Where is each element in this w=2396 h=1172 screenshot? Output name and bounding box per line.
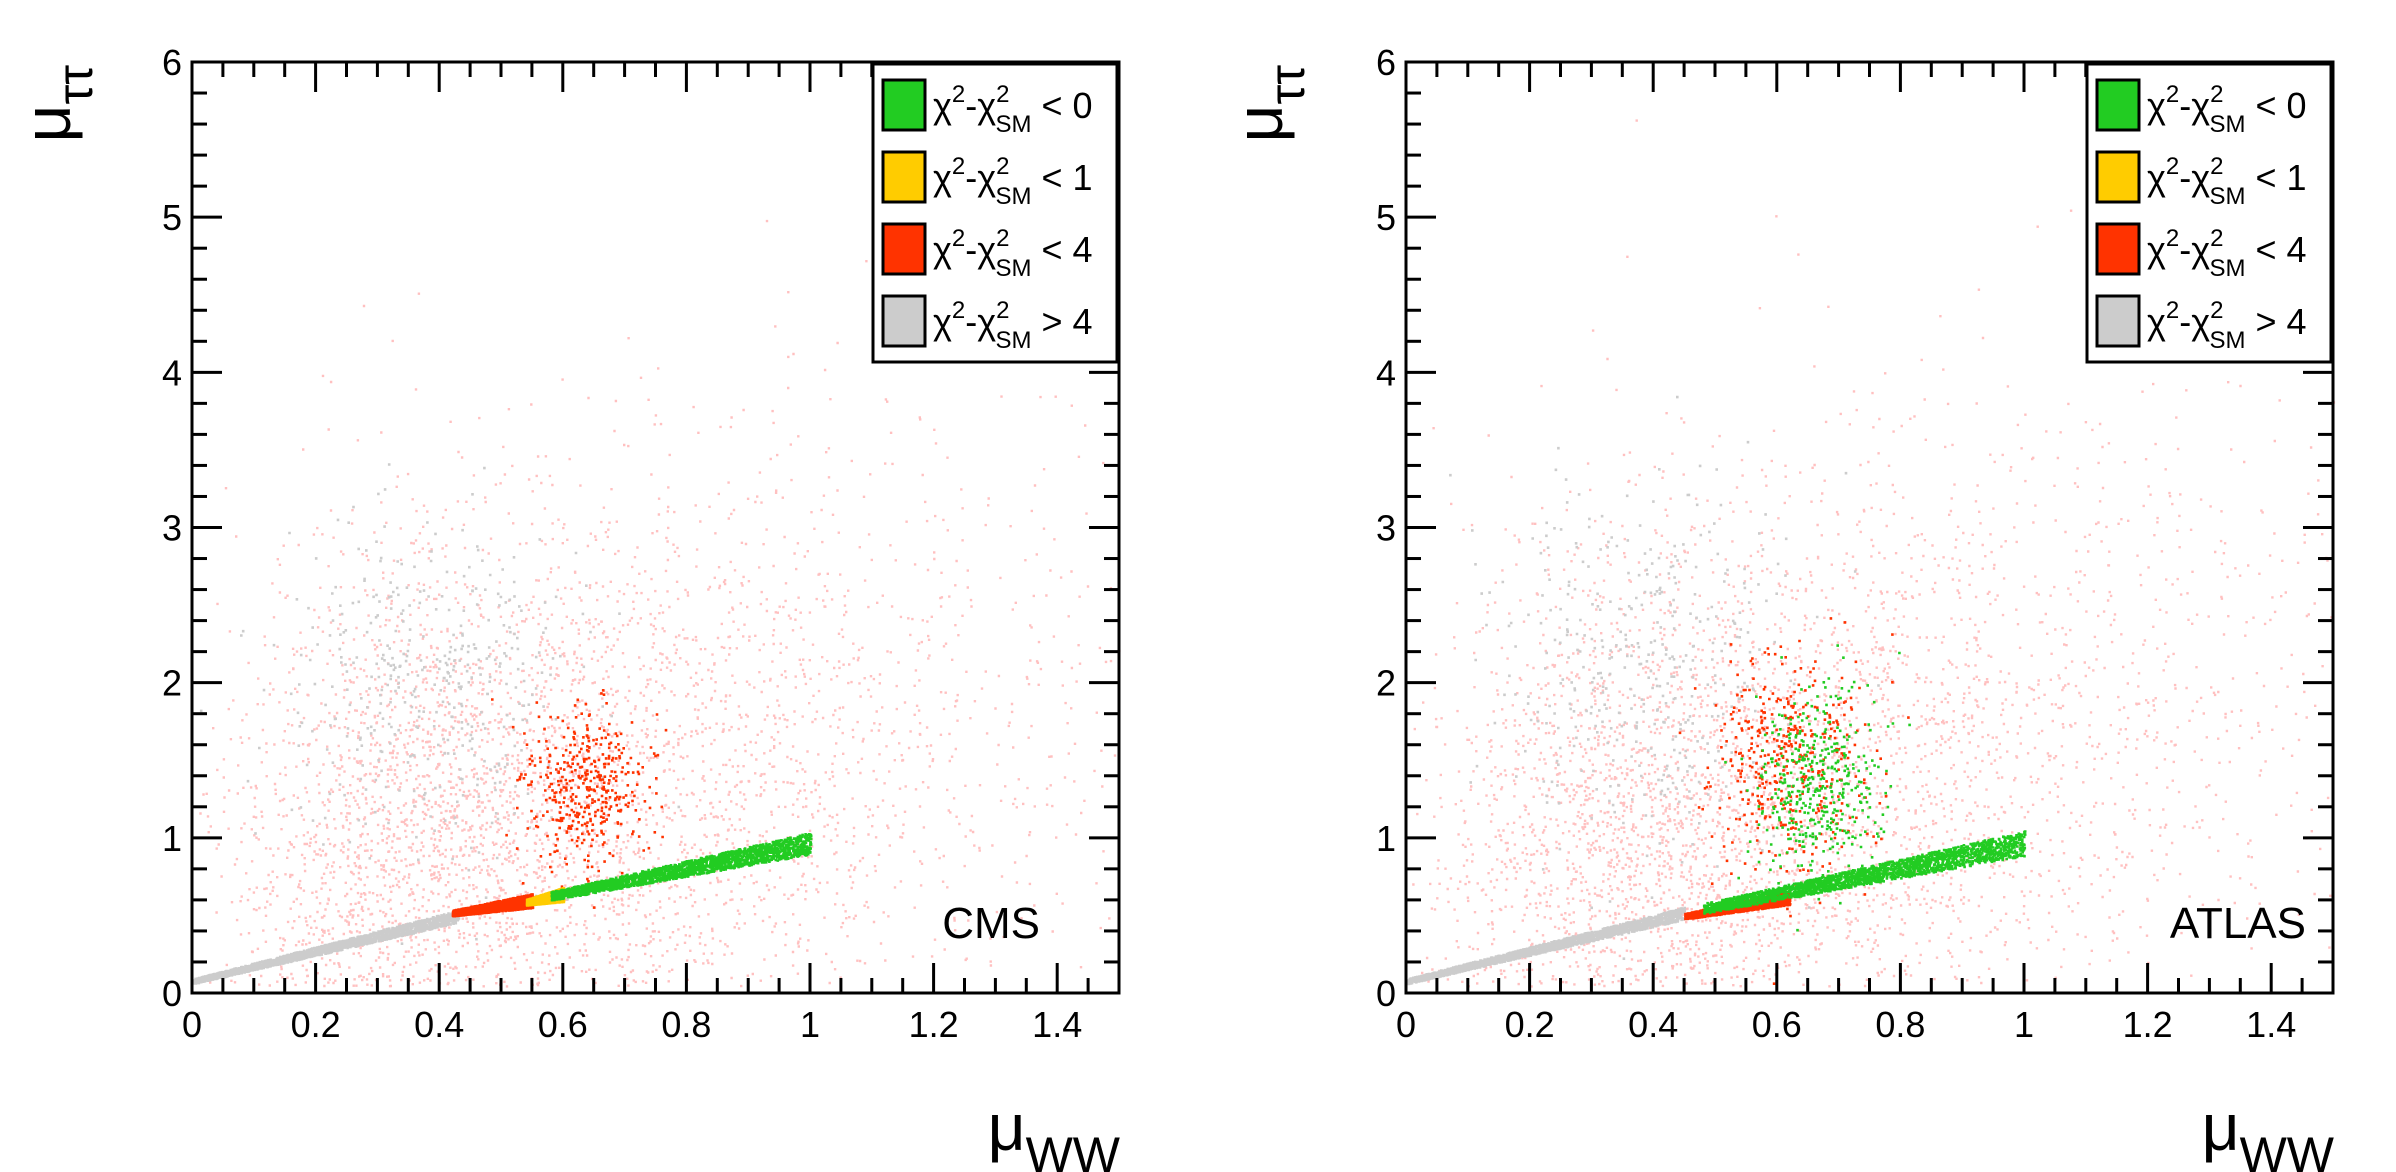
scatter-series-region bbox=[192, 909, 461, 985]
legend-label: χ2-χ2 SM < 0 bbox=[933, 81, 1093, 138]
y-tick-label: 3 bbox=[162, 508, 182, 549]
legend-cms: χ2-χ2 SM < 0 χ2-χ2 SM < 1 χ2-χ2 SM < 4 χ2-χ2 SM… bbox=[871, 62, 1119, 364]
legend-label: χ2-χ2 SM < 0 bbox=[2147, 81, 2307, 138]
legend-label: χ2-χ2 SM > 4 bbox=[2147, 297, 2307, 354]
legend-swatch bbox=[881, 78, 927, 132]
y-tick-label: 0 bbox=[1376, 973, 1396, 1014]
y-tick-label: 6 bbox=[162, 42, 182, 83]
panel-cms: 0 0.2 0.4 0.6 0.8 1 1.2 1.4 0 1 2 3 4 5 6 χ2-χ2 SM < 0… bbox=[10, 42, 1121, 1172]
x-tick-label: 1.4 bbox=[1032, 1004, 1082, 1045]
y-tick-label: 5 bbox=[1376, 197, 1396, 238]
legend-swatch bbox=[2095, 78, 2141, 132]
y-ticks-atlas: 0 1 2 3 4 5 6 bbox=[1376, 42, 2333, 1014]
scatter-points-atlas bbox=[1406, 119, 2336, 988]
x-tick-label: 1.2 bbox=[909, 1004, 959, 1045]
legend-label: χ2-χ2 SM < 1 bbox=[2147, 153, 2307, 210]
y-tick-label: 4 bbox=[162, 352, 182, 393]
x-tick-label: 0.8 bbox=[661, 1004, 711, 1045]
scatter-series-region bbox=[1449, 395, 1880, 960]
legend-label: χ2-χ2 SM < 1 bbox=[933, 153, 1093, 210]
y-axis-label-cms: μττ bbox=[10, 65, 103, 143]
x-tick-label: 0 bbox=[1396, 1004, 1416, 1045]
x-tick-label: 0.4 bbox=[414, 1004, 464, 1045]
legend-swatch bbox=[2095, 294, 2141, 348]
x-tick-label: 1.2 bbox=[2123, 1004, 2173, 1045]
x-tick-label: 1 bbox=[800, 1004, 820, 1045]
legend-label: χ2-χ2 SM > 4 bbox=[933, 297, 1093, 354]
y-tick-label: 6 bbox=[1376, 42, 1396, 83]
y-tick-label: 5 bbox=[162, 197, 182, 238]
x-tick-label: 0.4 bbox=[1628, 1004, 1678, 1045]
x-tick-label: 0.2 bbox=[1505, 1004, 1555, 1045]
y-tick-label: 1 bbox=[1376, 818, 1396, 859]
scatter-series-region bbox=[1406, 906, 1687, 986]
legend-swatch bbox=[2095, 222, 2141, 276]
legend-swatch bbox=[881, 294, 927, 348]
legend-atlas: χ2-χ2 SM < 0 χ2-χ2 SM < 1 χ2-χ2 SM < 4 χ2-χ2 SM… bbox=[2085, 62, 2333, 364]
y-tick-label: 3 bbox=[1376, 508, 1396, 549]
scatter-series-region bbox=[550, 833, 813, 902]
x-tick-label: 0.2 bbox=[291, 1004, 341, 1045]
scatter-series-region bbox=[1724, 644, 1911, 932]
scatter-series-region bbox=[1702, 830, 2027, 915]
x-axis-label-cms: μWW bbox=[988, 1090, 1121, 1172]
scatter-series-region bbox=[451, 893, 535, 918]
y-tick-label: 2 bbox=[162, 663, 182, 704]
panel-label-atlas: ATLAS bbox=[2170, 899, 2306, 948]
y-tick-label: 1 bbox=[162, 818, 182, 859]
x-tick-label: 0.6 bbox=[538, 1004, 588, 1045]
x-tick-label: 0 bbox=[182, 1004, 202, 1045]
x-axis-label-atlas: μWW bbox=[2202, 1090, 2335, 1172]
y-tick-label: 4 bbox=[1376, 352, 1396, 393]
legend-swatch bbox=[881, 222, 927, 276]
x-tick-label: 1 bbox=[2014, 1004, 2034, 1045]
x-tick-label: 0.8 bbox=[1875, 1004, 1925, 1045]
y-axis-label-atlas: μττ bbox=[1222, 65, 1315, 143]
x-tick-label: 1.4 bbox=[2246, 1004, 2296, 1045]
panel-label-cms: CMS bbox=[942, 899, 1040, 948]
y-tick-label: 2 bbox=[1376, 663, 1396, 704]
x-tick-label: 0.6 bbox=[1752, 1004, 1802, 1045]
legend-label: χ2-χ2 SM < 4 bbox=[933, 225, 1093, 282]
scatter-series-region bbox=[1678, 617, 1910, 985]
panel-atlas: 0 0.2 0.4 0.6 0.8 1 1.2 1.4 0 1 2 3 4 5 6 χ2-χ2 SM < 0… bbox=[1222, 42, 2336, 1172]
legend-swatch bbox=[881, 150, 927, 204]
legend-label: χ2-χ2 SM < 4 bbox=[2147, 225, 2307, 282]
scatter-points-cms bbox=[192, 219, 1121, 988]
y-tick-label: 0 bbox=[162, 973, 182, 1014]
legend-swatch bbox=[2095, 150, 2141, 204]
x-ticks-cms: 0 0.2 0.4 0.6 0.8 1 1.2 1.4 bbox=[182, 62, 1121, 1045]
